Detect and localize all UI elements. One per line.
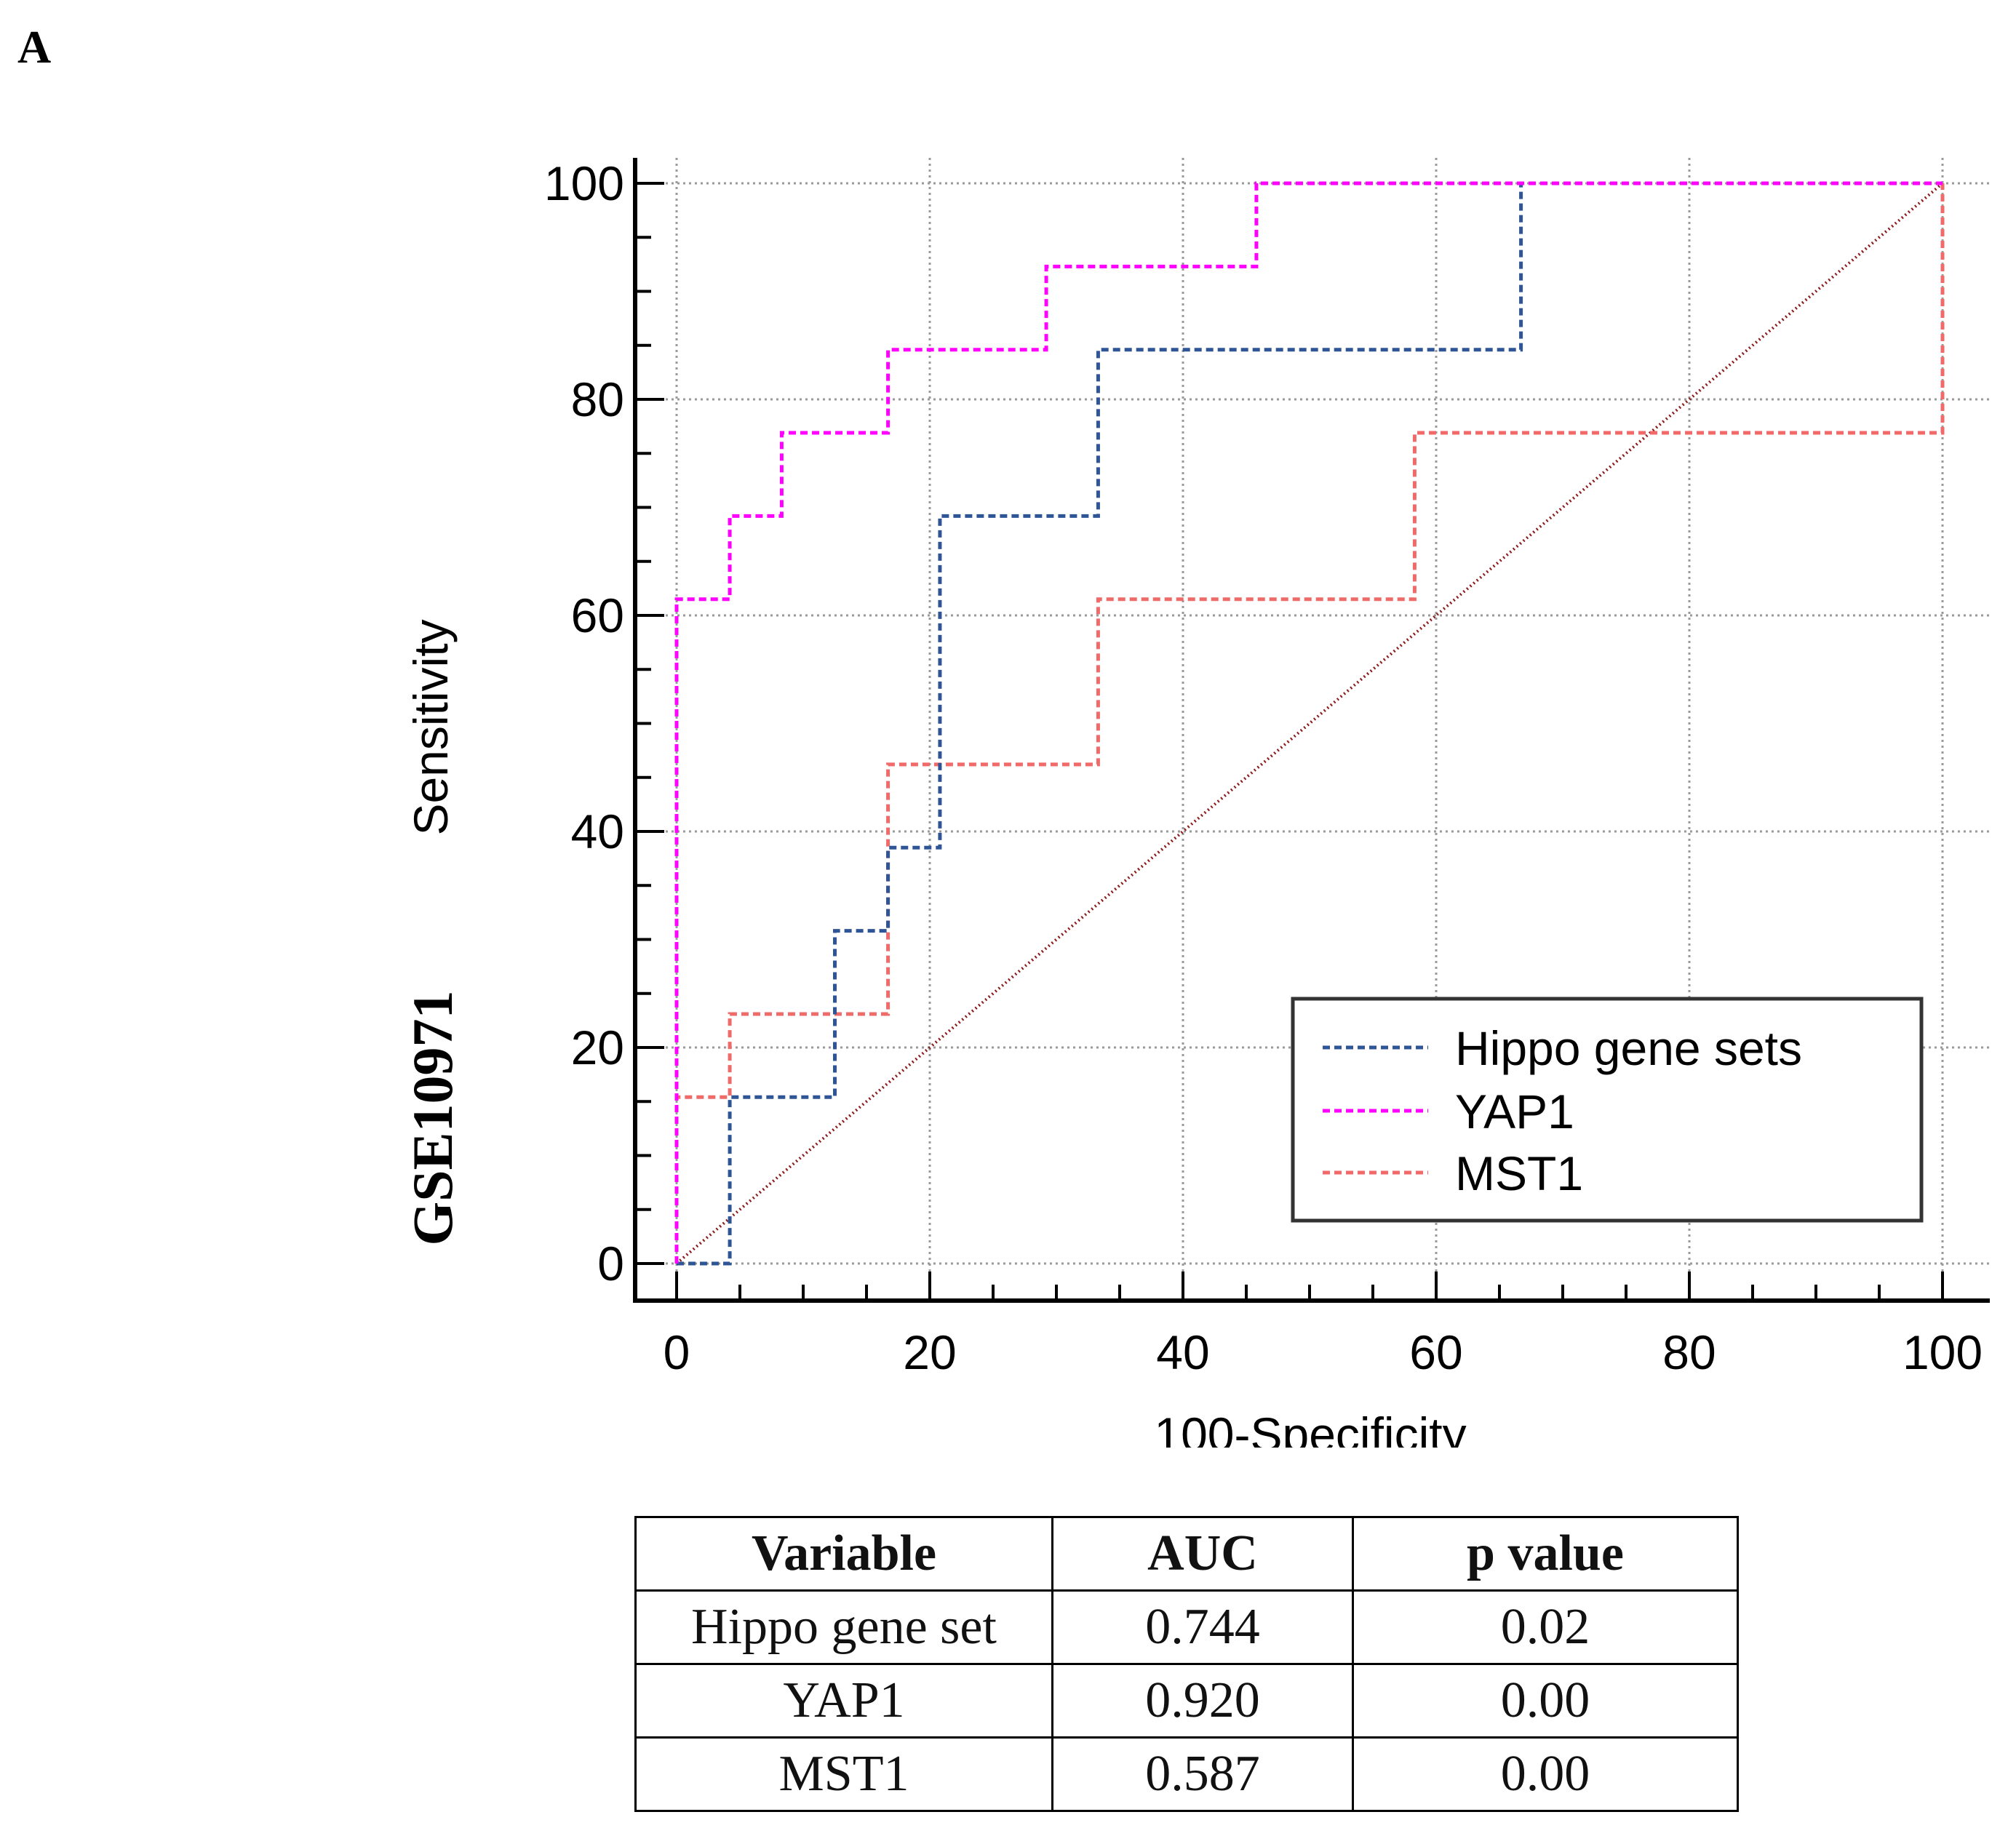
cell-variable: YAP1 [634, 1663, 1053, 1739]
cell-p-value: 0.00 [1352, 1736, 1739, 1812]
axes-layer: 0 20 40 60 80 100 0 20 40 60 80 100 100-Specificity S… [404, 156, 1990, 1448]
cell-p-value: 0.00 [1352, 1663, 1739, 1739]
y-tick-label: 0 [597, 1237, 624, 1290]
y-tick-label: 60 [571, 588, 624, 642]
table-row: Hippo gene set 0.744 0.02 [634, 1589, 1739, 1665]
cell-variable: Hippo gene set [634, 1589, 1053, 1665]
auc-table: Variable AUC p value Hippo gene set 0.74… [634, 1516, 1739, 1812]
x-tick-label: 60 [1409, 1325, 1462, 1379]
y-tick-label: 20 [571, 1021, 624, 1074]
cell-p-value: 0.02 [1352, 1589, 1739, 1665]
table-row: MST1 0.587 0.00 [634, 1736, 1739, 1812]
cell-variable: MST1 [634, 1736, 1053, 1812]
y-tick-label: 100 [544, 156, 624, 210]
x-tick-label: 80 [1662, 1325, 1716, 1379]
x-tick-label: 40 [1156, 1325, 1209, 1379]
x-tick-label: 0 [664, 1325, 690, 1379]
y-tick-label: 80 [571, 372, 624, 426]
legend-label: Hippo gene sets [1455, 1021, 1802, 1075]
table-header-row: Variable AUC p value [634, 1516, 1739, 1592]
legend-label: MST1 [1455, 1146, 1583, 1200]
x-tick-label: 100 [1903, 1325, 1983, 1379]
roc-series-mst1 [674, 183, 1945, 1264]
cell-auc: 0.920 [1051, 1663, 1354, 1739]
y-axis-title: Sensitivity [404, 619, 458, 835]
table-row: YAP1 0.920 0.00 [634, 1663, 1739, 1739]
legend: Hippo gene sets YAP1 MST1 [1291, 997, 1924, 1223]
cell-auc: 0.587 [1051, 1736, 1354, 1812]
x-tick-label: 20 [903, 1325, 956, 1379]
x-axis-title: 100-Specificity [1154, 1408, 1466, 1448]
series-layer [674, 181, 1945, 1266]
roc-chart: 0 20 40 60 80 100 0 20 40 60 80 100 100-Specificity S… [404, 156, 1990, 1448]
cell-auc: 0.744 [1051, 1589, 1354, 1665]
header-variable: Variable [634, 1516, 1053, 1592]
header-auc: AUC [1051, 1516, 1354, 1592]
roc-series-yap1 [674, 181, 1943, 1264]
header-p-value: p value [1352, 1516, 1739, 1592]
legend-label: YAP1 [1455, 1085, 1574, 1138]
y-tick-label: 40 [571, 805, 624, 858]
panel-letter: A [17, 21, 52, 73]
roc-series-hippo-gene-sets [677, 181, 1943, 1266]
